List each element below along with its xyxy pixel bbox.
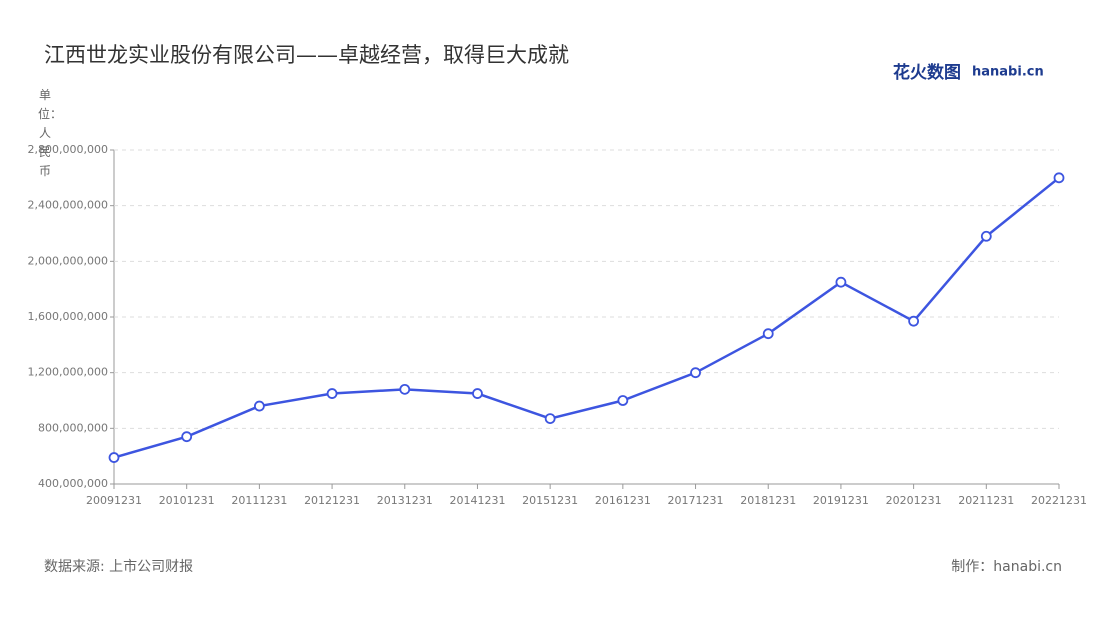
x-tick-label: 20131231 xyxy=(377,494,433,507)
x-tick-label: 20201231 xyxy=(886,494,942,507)
x-tick-label: 20091231 xyxy=(86,494,142,507)
x-tick-label: 20111231 xyxy=(231,494,287,507)
point xyxy=(835,276,847,288)
point xyxy=(617,395,629,406)
logo-sub: hanabi.cn xyxy=(972,65,1044,80)
y-tick-label: 400,000,000 xyxy=(38,477,108,490)
y-tick-label: 1,600,000,000 xyxy=(28,310,108,323)
point xyxy=(472,388,483,399)
y-tick-label: 800,000,000 xyxy=(38,421,108,434)
point xyxy=(253,400,265,412)
series-line xyxy=(113,176,1060,459)
source: 数据来源: 上市公司财报 xyxy=(44,558,193,575)
point xyxy=(544,413,556,424)
point xyxy=(399,383,411,395)
chart-title: 江西世龙实业股份有限公司——卓越经营，取得巨大成就 xyxy=(44,43,569,67)
point xyxy=(181,431,193,443)
credit: 制作：hanabi.cn xyxy=(951,559,1062,575)
point xyxy=(1053,172,1065,184)
y-axis-label: 单位：人民币 xyxy=(38,88,63,178)
y-tick-label: 2,400,000,000 xyxy=(28,199,108,212)
x-tick-label: 20121231 xyxy=(304,494,360,507)
point xyxy=(108,452,120,463)
point xyxy=(908,315,920,327)
x-tick-label: 20151231 xyxy=(522,494,578,507)
x-tick-label: 20161231 xyxy=(595,494,651,507)
x-tick-label: 20171231 xyxy=(668,494,724,507)
x-tick-label: 20211231 xyxy=(958,494,1014,507)
point xyxy=(690,367,701,379)
y-tick-label: 1,200,000,000 xyxy=(28,366,108,379)
x-tick-label: 20221231 xyxy=(1031,494,1087,507)
x-tick-label: 20101231 xyxy=(159,494,215,507)
x-tick-label: 20191231 xyxy=(813,494,869,507)
point xyxy=(326,388,338,399)
y-tick-label: 2,800,000,000 xyxy=(28,143,108,156)
point xyxy=(980,230,992,242)
y-tick-label: 2,000,000,000 xyxy=(28,254,108,267)
point xyxy=(762,328,774,340)
logo: 花火数图 xyxy=(893,62,961,83)
x-tick-label: 20141231 xyxy=(449,494,505,507)
x-tick-label: 20181231 xyxy=(740,494,796,507)
